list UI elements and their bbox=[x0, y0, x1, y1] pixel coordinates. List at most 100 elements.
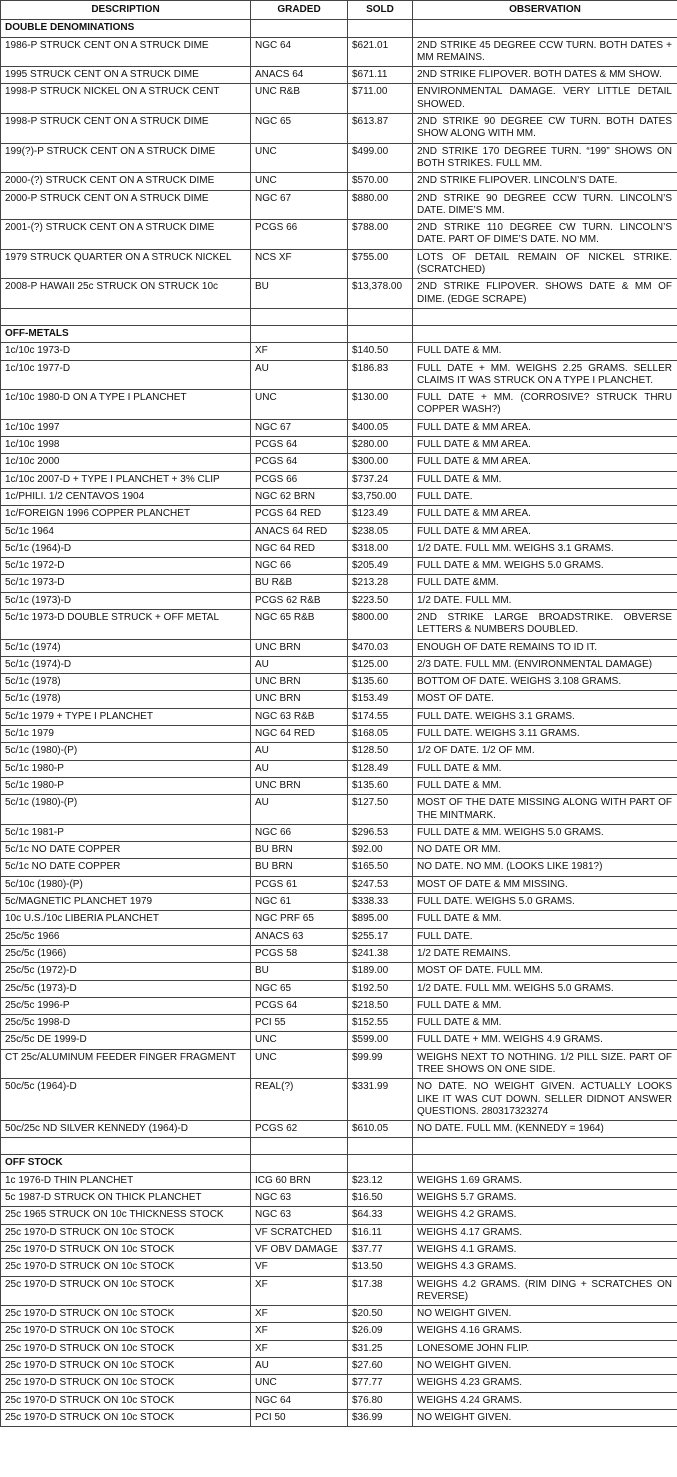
description-cell: 2001-(?) STRUCK CENT ON A STRUCK DIME bbox=[0, 219, 251, 250]
observation-cell: 1/2 DATE. FULL MM. bbox=[412, 591, 677, 610]
observation-cell: NO DATE. NO WEIGHT GIVEN. ACTUALLY LOOKS… bbox=[412, 1078, 677, 1122]
sold-cell: $570.00 bbox=[347, 172, 413, 191]
sold-cell: $470.03 bbox=[347, 638, 413, 657]
error-coin-sales-table: DESCRIPTION GRADED SOLD OBSERVATION DOUB… bbox=[0, 0, 677, 1428]
table-row: 2001-(?) STRUCK CENT ON A STRUCK DIME PCG… bbox=[0, 219, 677, 250]
graded-cell: NGC 62 BRN bbox=[250, 487, 348, 507]
description-cell: 25c/5c (1973)-D bbox=[0, 979, 251, 998]
observation-cell: NO WEIGHT GIVEN. bbox=[412, 1408, 677, 1428]
graded-cell: PCGS 62 bbox=[250, 1120, 348, 1139]
graded-cell: BU BRN bbox=[250, 841, 348, 860]
empty-cell bbox=[0, 307, 251, 326]
graded-cell: NGC 64 bbox=[250, 1391, 348, 1410]
description-cell: 25c 1970-D STRUCK ON 10c STOCK bbox=[0, 1374, 251, 1393]
empty-cell bbox=[347, 324, 413, 344]
observation-cell: FULL DATE & MM. bbox=[412, 1014, 677, 1033]
sold-cell: $76.80 bbox=[347, 1391, 413, 1410]
observation-cell: FULL DATE & MM AREA. bbox=[412, 453, 677, 472]
description-cell: 1c/FOREIGN 1996 COPPER PLANCHET bbox=[0, 505, 251, 524]
sold-cell: $17.38 bbox=[347, 1275, 413, 1307]
table-row: 5c/1c NO DATE COPPER BU BRN $92.00 NO DATE … bbox=[0, 841, 677, 860]
observation-cell: ENOUGH OF DATE REMAINS TO ID IT. bbox=[412, 638, 677, 657]
sold-cell: $13.50 bbox=[347, 1258, 413, 1277]
observation-cell: 2ND STRIKE 45 DEGREE CCW TURN. BOTH DATE… bbox=[412, 36, 677, 68]
table-row: 1c 1976-D THIN PLANCHET ICG 60 BRN $23.12 W… bbox=[0, 1171, 677, 1191]
table-row: 1c/10c 2000 PCGS 64 $300.00 FULL DATE & MM … bbox=[0, 453, 677, 472]
observation-cell: FULL DATE + MM. WEIGHS 4.9 GRAMS. bbox=[412, 1031, 677, 1050]
description-cell: 5c/1c (1964)-D bbox=[0, 539, 251, 559]
table-row: 1995 STRUCK CENT ON A STRUCK DIME ANACS 6… bbox=[0, 66, 677, 85]
sold-cell: $192.50 bbox=[347, 979, 413, 998]
sold-cell: $213.28 bbox=[347, 574, 413, 593]
description-cell: 5c/1c 1973-D bbox=[0, 574, 251, 593]
graded-cell: PCGS 66 bbox=[250, 219, 348, 250]
graded-cell: UNC bbox=[250, 1374, 348, 1393]
observation-cell: 2ND STRIKE FLIPOVER. SHOWS DATE & MM OF … bbox=[412, 278, 677, 309]
description-cell: 25c 1970-D STRUCK ON 10c STOCK bbox=[0, 1391, 251, 1410]
description-cell: 25c/5c (1966) bbox=[0, 944, 251, 964]
sold-cell: $255.17 bbox=[347, 927, 413, 946]
table-row: 25c 1970-D STRUCK ON 10c STOCK XF $26.09 WE… bbox=[0, 1322, 677, 1341]
table-row: 5c/1c (1980)-(P) AU $128.50 1/2 OF DATE. 1/… bbox=[0, 742, 677, 761]
observation-cell: ENVIRONMENTAL DAMAGE. VERY LITTLE DETAIL… bbox=[412, 83, 677, 115]
graded-cell: PCGS 64 bbox=[250, 453, 348, 472]
description-cell: 5c/1c 1979 + TYPE I PLANCHET bbox=[0, 707, 251, 727]
sold-cell: $400.05 bbox=[347, 418, 413, 438]
sold-cell: $168.05 bbox=[347, 725, 413, 744]
observation-cell: FULL DATE. WEIGHS 5.0 GRAMS. bbox=[412, 893, 677, 912]
description-cell: 5c/1c 1973-D DOUBLE STRUCK + OFF METAL bbox=[0, 608, 251, 640]
graded-cell: VF bbox=[250, 1258, 348, 1277]
empty-cell bbox=[347, 1154, 413, 1173]
table-body: DOUBLE DENOMINATIONS 1986-P STRUCK CENT O… bbox=[0, 19, 677, 1428]
sold-cell: $613.87 bbox=[347, 113, 413, 144]
observation-cell: WEIGHS 1.69 GRAMS. bbox=[412, 1171, 677, 1191]
table-row: 5c/1c 1981-P NGC 66 $296.53 FULL DATE & MM.… bbox=[0, 823, 677, 843]
sold-cell: $610.05 bbox=[347, 1120, 413, 1139]
graded-cell: NGC 65 bbox=[250, 113, 348, 144]
observation-cell: 1/2 DATE. FULL MM. WEIGHS 5.0 GRAMS. bbox=[412, 979, 677, 998]
observation-cell: FULL DATE & MM AREA. bbox=[412, 505, 677, 524]
sold-cell: $3,750.00 bbox=[347, 487, 413, 507]
sold-cell: $16.50 bbox=[347, 1189, 413, 1208]
section-title: DOUBLE DENOMINATIONS bbox=[0, 19, 251, 38]
sold-cell: $174.55 bbox=[347, 707, 413, 727]
observation-cell: 2ND STRIKE 90 DEGREE CCW TURN. LINCOLN’S… bbox=[412, 189, 677, 221]
header-sold: SOLD bbox=[347, 0, 413, 21]
sold-cell: $599.00 bbox=[347, 1031, 413, 1050]
empty-cell bbox=[347, 1137, 413, 1156]
observation-cell: WEIGHS 4.24 GRAMS. bbox=[412, 1391, 677, 1410]
sold-cell: $218.50 bbox=[347, 996, 413, 1016]
sold-cell: $123.49 bbox=[347, 505, 413, 524]
graded-cell: ANACS 63 bbox=[250, 927, 348, 946]
sold-cell: $31.25 bbox=[347, 1339, 413, 1359]
observation-cell: FULL DATE & MM. bbox=[412, 910, 677, 929]
observation-cell: FULL DATE & MM. bbox=[412, 342, 677, 361]
table-row: 1c/10c 1977-D AU $186.83 FULL DATE + MM. WE… bbox=[0, 359, 677, 391]
description-cell: 5c/1c (1974)-D bbox=[0, 655, 251, 675]
description-cell: 25c/5c 1996-P bbox=[0, 996, 251, 1016]
sold-cell: $16.11 bbox=[347, 1223, 413, 1242]
observation-cell: 1/2 DATE REMAINS. bbox=[412, 944, 677, 964]
table-row: 25c 1970-D STRUCK ON 10c STOCK PCI 50 $36.… bbox=[0, 1408, 677, 1428]
graded-cell: NGC 63 bbox=[250, 1189, 348, 1208]
description-cell: 1c/10c 1977-D bbox=[0, 359, 251, 391]
description-cell: 5c/1c 1980-P bbox=[0, 776, 251, 796]
graded-cell: PCGS 64 bbox=[250, 996, 348, 1016]
description-cell: 5c/1c (1978) bbox=[0, 673, 251, 692]
sold-cell: $296.53 bbox=[347, 823, 413, 843]
observation-cell: 2ND STRIKE FLIPOVER. BOTH DATES & MM SHO… bbox=[412, 66, 677, 85]
table-row: 50c/5c (1964)-D REAL(?) $331.99 NO DATE. NO… bbox=[0, 1078, 677, 1122]
description-cell: 1995 STRUCK CENT ON A STRUCK DIME bbox=[0, 66, 251, 85]
table-row: 1c/10c 1980-D ON A TYPE I PLANCHET UNC $13… bbox=[0, 389, 677, 420]
graded-cell: XF bbox=[250, 342, 348, 361]
sold-cell: $247.53 bbox=[347, 875, 413, 895]
observation-cell: WEIGHS NEXT TO NOTHING. 1/2 PILL SIZE. P… bbox=[412, 1048, 677, 1080]
empty-cell bbox=[412, 307, 677, 326]
description-cell: 5c/1c 1972-D bbox=[0, 557, 251, 576]
blank-row bbox=[0, 307, 677, 326]
header-observation: OBSERVATION bbox=[412, 0, 677, 21]
graded-cell: UNC BRN bbox=[250, 690, 348, 709]
empty-cell bbox=[250, 324, 348, 344]
description-cell: 5c/MAGNETIC PLANCHET 1979 bbox=[0, 893, 251, 912]
graded-cell: PCI 50 bbox=[250, 1408, 348, 1428]
